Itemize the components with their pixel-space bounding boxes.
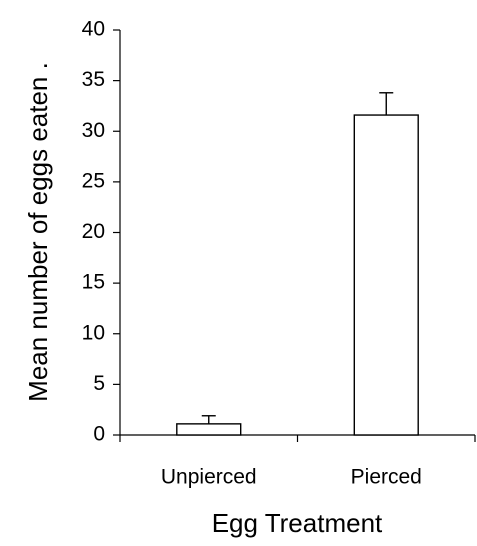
error-bar (201, 415, 216, 424)
bar (353, 114, 419, 436)
y-tick-label: 15 (82, 271, 105, 294)
y-tick-label: 10 (82, 321, 105, 344)
x-tick-label: Pierced (351, 466, 422, 489)
y-tick-label: 0 (93, 423, 105, 446)
y-tick-label: 35 (82, 68, 105, 91)
x-axis-title: Egg Treatment (212, 508, 383, 538)
y-axis-title: Mean number of eggs eaten . (23, 62, 53, 402)
y-tick-label: 40 (82, 18, 105, 41)
y-tick-label: 5 (93, 372, 105, 395)
y-tick-label: 25 (82, 169, 105, 192)
y-tick-label: 20 (82, 220, 105, 243)
x-tick-label: Unpierced (161, 466, 257, 489)
y-tick-label: 30 (82, 119, 105, 142)
error-bar (379, 92, 394, 116)
bar (176, 423, 242, 436)
